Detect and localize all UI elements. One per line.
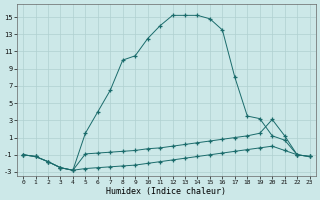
X-axis label: Humidex (Indice chaleur): Humidex (Indice chaleur)	[106, 187, 226, 196]
